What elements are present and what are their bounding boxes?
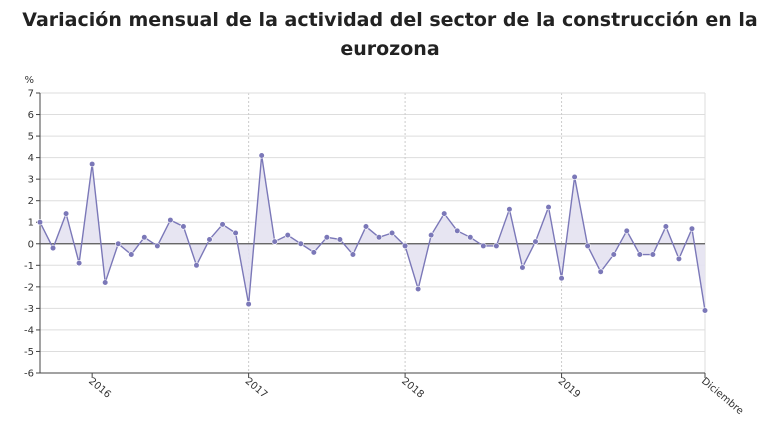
data-point [415, 285, 422, 293]
axes [36, 92, 706, 378]
data-point [297, 240, 304, 247]
data-point [662, 223, 669, 230]
x-tick-label: 2019 [556, 376, 583, 401]
data-point [206, 236, 213, 243]
x-tick-label: 2018 [399, 376, 426, 401]
data-point [688, 225, 696, 232]
data-point [193, 262, 200, 269]
data-point [545, 204, 552, 211]
data-point [49, 244, 57, 252]
y-tick-label: -6 [24, 369, 34, 380]
chart-title: Variación mensual de la actividad del se… [0, 6, 780, 64]
data-point [584, 242, 591, 250]
y-tick-label: -5 [24, 347, 34, 358]
data-point [323, 234, 330, 241]
data-point [245, 300, 252, 308]
data-point [167, 216, 174, 224]
data-point [701, 307, 709, 314]
y-tick-label: 7 [28, 89, 34, 100]
x-tick-label: 2016 [86, 376, 113, 401]
data-point [284, 232, 291, 239]
data-point [519, 264, 526, 271]
data-point [401, 242, 409, 250]
data-point [493, 242, 500, 250]
y-tick-label: -3 [24, 304, 34, 315]
data-point [128, 251, 135, 258]
data-point [336, 236, 344, 243]
data-point [76, 260, 83, 267]
data-point [362, 223, 370, 230]
data-point [428, 232, 435, 239]
series-polyline [39, 155, 706, 311]
data-point [258, 152, 265, 159]
y-tick-label: 4 [28, 153, 34, 164]
data-points [36, 152, 709, 314]
data-point [115, 240, 122, 247]
data-point [349, 251, 357, 258]
data-point [141, 234, 148, 241]
data-point [597, 268, 604, 275]
data-point [649, 251, 656, 258]
x-tick-label: Diciembre [699, 376, 745, 417]
chart-title-line-2: eurozona [340, 38, 440, 60]
data-point [310, 249, 317, 256]
data-point [62, 210, 70, 217]
data-point [271, 238, 278, 245]
data-point [558, 275, 565, 282]
data-point [180, 223, 187, 230]
area-fill [40, 155, 705, 311]
data-point [454, 227, 461, 234]
data-point [154, 242, 161, 250]
data-point [102, 279, 109, 286]
fill-area [40, 155, 705, 311]
y-tick-label: 3 [28, 175, 34, 186]
data-point [219, 221, 226, 228]
data-point [532, 238, 539, 245]
data-point [675, 255, 683, 262]
y-tick-label: 5 [28, 132, 34, 143]
y-tick-label: 1 [28, 218, 34, 229]
data-point [506, 206, 513, 213]
y-tick-label: 0 [28, 239, 34, 250]
y-tick-label: -4 [24, 325, 34, 336]
y-tick-label: -2 [24, 282, 34, 293]
data-point [467, 234, 474, 241]
data-point [610, 251, 617, 258]
y-tick-label: 2 [28, 196, 34, 207]
y-tick-label: -1 [24, 261, 34, 272]
series-line [39, 155, 706, 311]
data-point [388, 229, 396, 237]
data-point [441, 210, 448, 217]
data-point [480, 242, 487, 250]
data-point [232, 229, 239, 237]
data-point [636, 251, 643, 258]
y-tick-label: 6 [28, 110, 34, 121]
data-point [375, 234, 383, 241]
grid [40, 92, 706, 374]
data-point [571, 173, 578, 181]
data-point [623, 227, 630, 234]
chart-title-line-1: Variación mensual de la actividad del se… [22, 9, 758, 31]
x-tick-label: 2017 [243, 376, 270, 401]
data-point [89, 160, 96, 168]
data-point [36, 219, 44, 226]
y-axis-unit-label: % [24, 75, 34, 86]
